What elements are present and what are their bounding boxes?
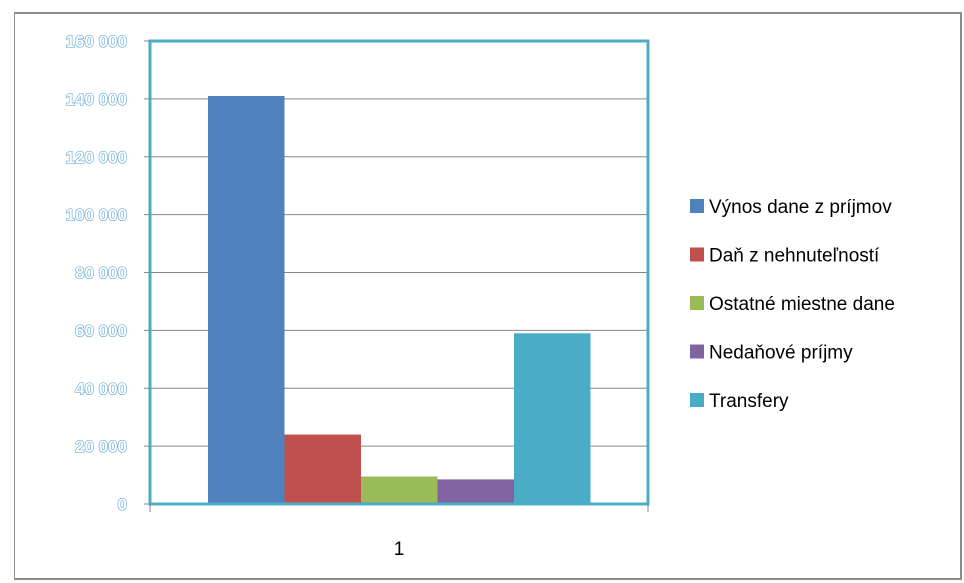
y-tick-label: 60 000 — [75, 321, 127, 340]
legend-label: Transfery — [709, 391, 789, 412]
x-axis-tick-labels: 1 — [394, 539, 405, 560]
y-tick-label: 140 000 — [66, 90, 127, 109]
legend-label: Výnos dane z príjmov — [709, 197, 892, 218]
legend-swatch — [690, 247, 704, 262]
bar-5 — [514, 333, 591, 504]
y-tick-label: 160 000 — [66, 32, 127, 51]
axes — [144, 40, 649, 512]
bar-3 — [361, 476, 438, 504]
legend-label: Ostatné miestne dane — [709, 294, 895, 315]
legend-item: Daň z nehnuteľností — [690, 246, 880, 267]
legend-swatch — [690, 393, 704, 407]
legend-label: Nedaňové príjmy — [709, 343, 853, 364]
x-tick-label: 1 — [394, 539, 405, 560]
legend: Výnos dane z príjmov Daň z nehnuteľností O… — [690, 197, 895, 412]
y-tick-label: 20 000 — [75, 437, 127, 456]
y-tick-label: 80 000 — [75, 264, 127, 283]
bar-1 — [208, 95, 285, 504]
legend-swatch — [690, 199, 704, 213]
bars — [208, 95, 591, 504]
y-tick-label: 100 000 — [66, 206, 127, 225]
legend-item: Výnos dane z príjmov — [690, 197, 892, 218]
legend-item: Ostatné miestne dane — [690, 294, 895, 315]
bar-4 — [437, 479, 514, 504]
legend-swatch — [690, 296, 704, 310]
y-tick-label: 120 000 — [66, 148, 127, 167]
y-tick-label: 0 — [118, 495, 127, 514]
legend-item: Transfery — [690, 391, 789, 412]
y-axis-tick-labels: 0 20 000 40 000 60 000 80 000 100 000 120 000 1… — [65, 31, 128, 514]
legend-item: Nedaňové príjmy — [690, 343, 853, 364]
bar-2 — [284, 434, 361, 504]
legend-label: Daň z nehnuteľností — [709, 246, 880, 267]
y-tick-label: 40 000 — [75, 379, 127, 398]
legend-swatch — [690, 344, 704, 359]
